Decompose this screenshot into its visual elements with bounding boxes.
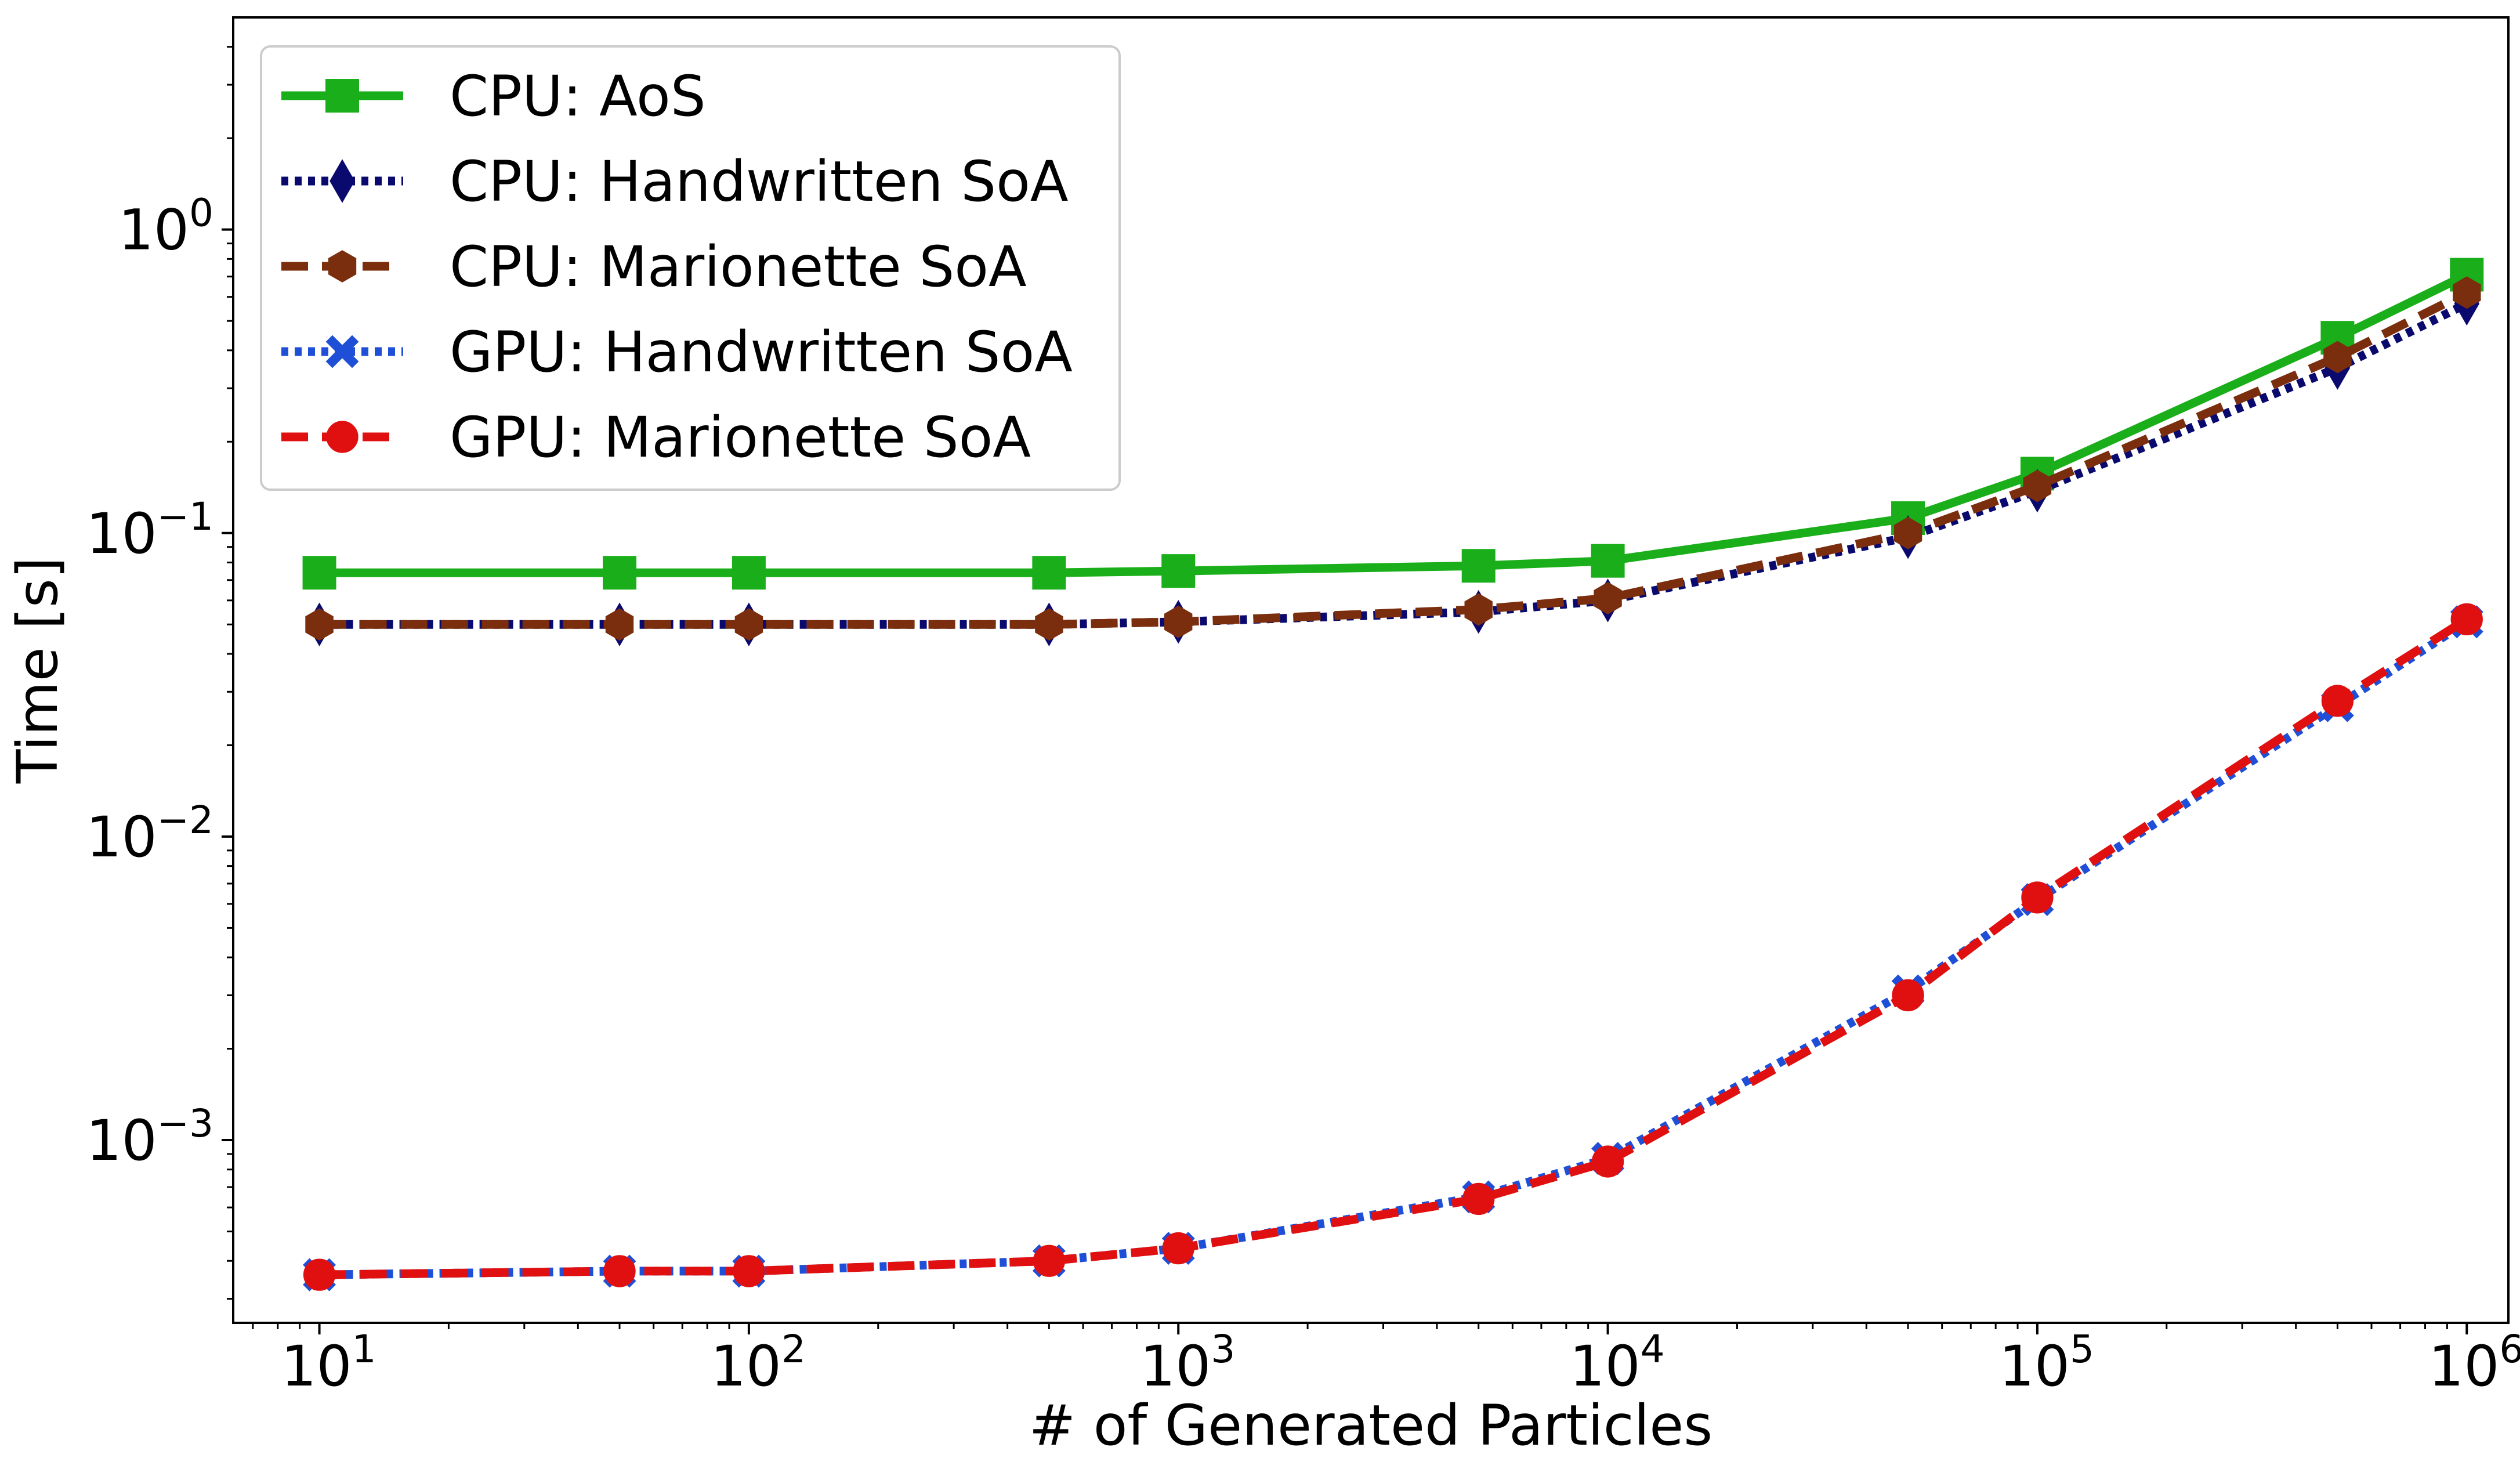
y-tick-label: 10−3 (86, 1101, 213, 1173)
y-tick-label: 10−2 (86, 798, 213, 870)
data-point (303, 1258, 336, 1291)
data-point (1464, 593, 1493, 626)
legend-label: CPU: Handwritten SoA (450, 149, 1069, 214)
legend-marker (325, 335, 359, 368)
data-point (302, 556, 336, 590)
data-point (605, 608, 634, 641)
series-layer (302, 258, 2484, 1292)
data-point (1035, 608, 1063, 641)
data-point (2450, 603, 2483, 636)
y-tick-label: 100 (118, 191, 213, 263)
data-point (1462, 1182, 1495, 1215)
series-line (319, 616, 2470, 1279)
legend-label: GPU: Handwritten SoA (450, 320, 1073, 385)
legend-box (260, 45, 1121, 491)
data-point (2321, 685, 2354, 717)
x-tick-label: 104 (1569, 1327, 1664, 1399)
data-point (2023, 469, 2052, 502)
y-tick-label: 10−1 (86, 494, 213, 566)
legend: CPU: AoS CPU: Handwritten SoA CPU: Marione… (260, 45, 1121, 491)
data-point (1161, 554, 1196, 588)
x-tick-label: 103 (1140, 1327, 1235, 1399)
x-tick-label: 105 (1999, 1327, 2094, 1399)
legend-label: CPU: AoS (450, 64, 706, 129)
x-tick-label: 101 (281, 1327, 376, 1399)
data-point (1893, 516, 1922, 549)
data-point (1591, 544, 1625, 578)
axes-frame (232, 16, 2510, 1324)
y-axis-label: Time [s] (5, 557, 70, 784)
series-1 (302, 258, 2484, 590)
data-point (1164, 605, 1193, 638)
data-point (305, 608, 334, 641)
data-point (734, 608, 763, 641)
data-point (1591, 1145, 1624, 1178)
data-point (733, 1255, 765, 1287)
legend-marker (326, 421, 359, 453)
data-point (603, 1255, 636, 1287)
data-point (1033, 1245, 1066, 1277)
data-point (732, 556, 766, 590)
data-point (2021, 881, 2054, 914)
data-point (603, 556, 637, 590)
legend-label: GPU: Marionette SoA (450, 405, 1031, 470)
series-3 (305, 276, 2481, 641)
x-axis-label: # of Generated Particles (1029, 1393, 1713, 1458)
data-point (1032, 556, 1066, 590)
legend-label: CPU: Marionette SoA (450, 234, 1027, 299)
series-4 (303, 605, 2483, 1292)
series-5 (303, 603, 2483, 1291)
x-tick-label: 106 (2428, 1327, 2520, 1399)
ticks-layer: 101 102 103 104 105 106 100 10−1 10−2 10−3 (86, 46, 2520, 1399)
data-point (1162, 1232, 1194, 1265)
data-point (1461, 549, 1496, 583)
legend-marker (328, 250, 357, 283)
data-point (1892, 979, 1924, 1012)
data-point (2323, 341, 2352, 374)
series-line (319, 618, 2470, 1279)
legend-marker (325, 79, 359, 113)
data-point (1594, 582, 1622, 615)
data-point (2453, 276, 2481, 309)
x-tick-label: 102 (711, 1327, 806, 1399)
legend-marker (330, 159, 355, 203)
series-line (319, 299, 2469, 629)
